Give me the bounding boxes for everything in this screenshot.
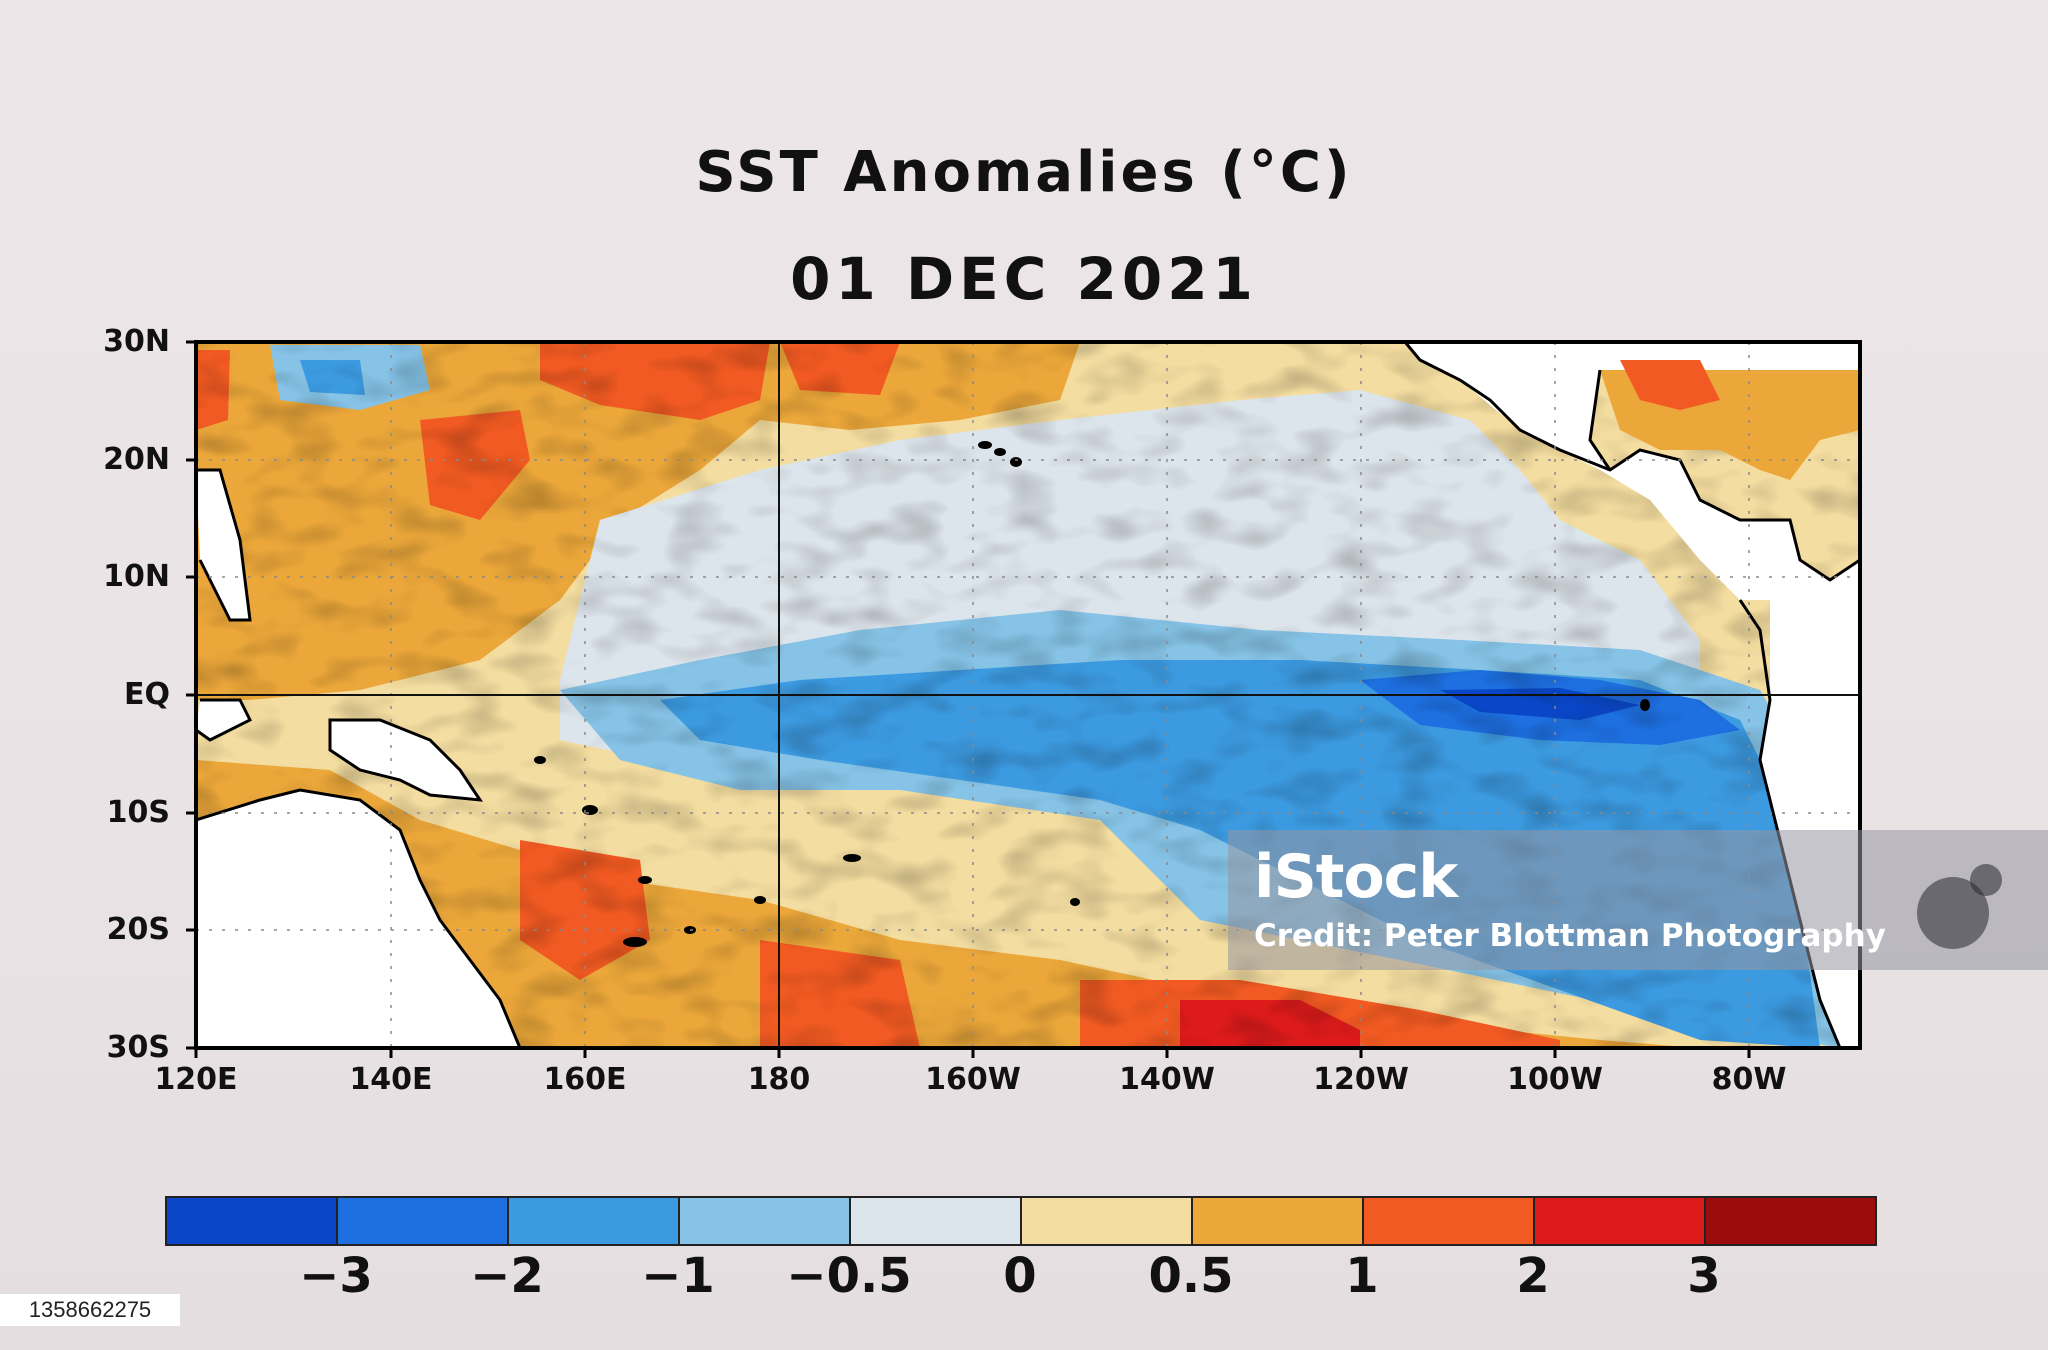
gulf-hot-patch [1620, 360, 1720, 410]
map-title: SST Anomalies (°C) [695, 140, 1353, 205]
lon-label-140w: 140W [1119, 1062, 1215, 1097]
colorbar-segment [1533, 1196, 1706, 1246]
colorbar [165, 1196, 1877, 1246]
land-north-america [1405, 342, 1860, 470]
lon-label-160e: 160E [543, 1062, 627, 1097]
colorbar-segment [1191, 1196, 1364, 1246]
colorbar-label: −1 [641, 1248, 715, 1304]
lon-label-120w: 120W [1313, 1062, 1409, 1097]
watermark-brand: iStock [1254, 842, 1458, 912]
land-central-america [1460, 380, 1860, 1048]
lon-label-80w: 80W [1711, 1062, 1787, 1097]
colorbar-label: −2 [470, 1248, 544, 1304]
colorbar-label: 0 [1003, 1248, 1037, 1304]
lon-label-140e: 140E [349, 1062, 433, 1097]
lon-label-100w: 100W [1507, 1062, 1603, 1097]
lat-label-20n: 20N [103, 442, 170, 477]
colorbar-label: −3 [299, 1248, 373, 1304]
colorbar-segment [507, 1196, 680, 1246]
colorbar-label: 3 [1687, 1248, 1721, 1304]
pacific-islands [534, 441, 1650, 947]
colorbar-segment [1020, 1196, 1193, 1246]
lon-label-160w: 160W [925, 1062, 1021, 1097]
stock-watermark: iStock Credit: Peter Blottman Photograph… [1228, 830, 2048, 970]
land-new-guinea [330, 720, 480, 800]
land-borneo [196, 700, 250, 740]
lat-label-10n: 10N [103, 559, 170, 594]
watermark-credit: Credit: Peter Blottman Photography [1254, 918, 1886, 954]
lat-label-30s: 30S [106, 1030, 170, 1065]
camera-icon [1917, 864, 2002, 949]
lon-label-120e: 120E [154, 1062, 238, 1097]
land-philippines [196, 470, 250, 620]
lat-label-eq: EQ [124, 677, 170, 712]
colorbar-segment [165, 1196, 338, 1246]
land-australia [196, 790, 520, 1048]
colorbar-segment [1362, 1196, 1535, 1246]
colorbar-segment [849, 1196, 1022, 1246]
lat-label-30n: 30N [103, 324, 170, 359]
axis-ticks [186, 340, 1751, 1058]
colorbar-segment [336, 1196, 509, 1246]
map-date: 01 DEC 2021 [790, 245, 1258, 313]
colorbar-label: 1 [1345, 1248, 1379, 1304]
colorbar-segment [1704, 1196, 1877, 1246]
lon-label-180: 180 [747, 1062, 811, 1097]
image-id: 1358662275 [0, 1294, 180, 1326]
colorbar-label: −0.5 [786, 1248, 912, 1304]
lat-label-10s: 10S [106, 795, 170, 830]
colorbar-segment [678, 1196, 851, 1246]
colorbar-label: 0.5 [1148, 1248, 1234, 1304]
coastlines [196, 342, 1860, 1048]
lat-label-20s: 20S [106, 912, 170, 947]
colorbar-label: 2 [1516, 1248, 1550, 1304]
